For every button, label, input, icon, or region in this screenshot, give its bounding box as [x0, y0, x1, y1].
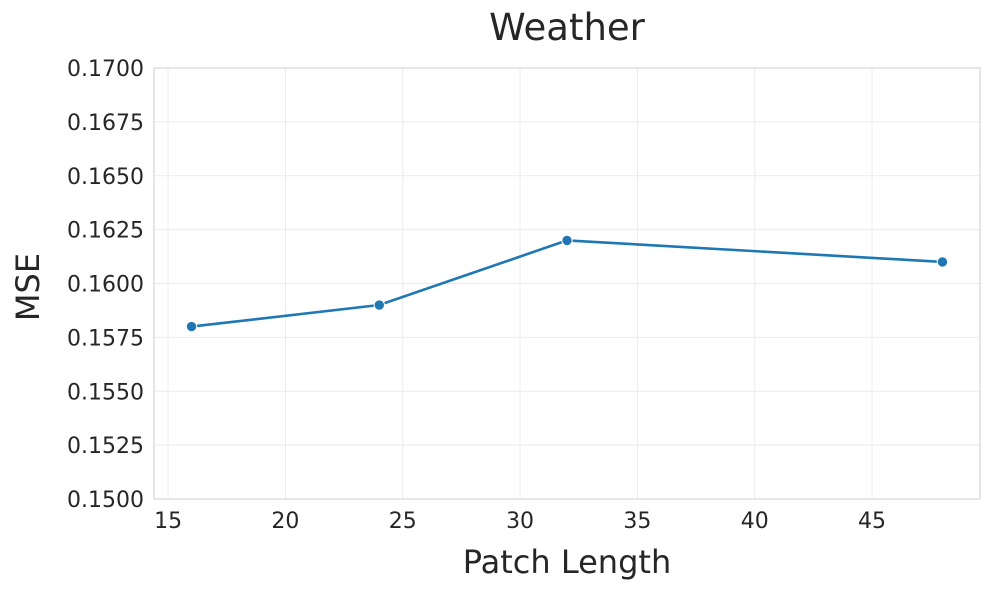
x-tick-label: 45 [858, 509, 886, 534]
x-tick-labels: 15 20 25 30 35 40 45 [154, 509, 886, 534]
x-tick-label: 15 [154, 509, 182, 534]
x-tick-label: 30 [506, 509, 534, 534]
data-point [373, 299, 385, 311]
y-tick-label: 0.1550 [67, 380, 144, 405]
y-tick-label: 0.1650 [67, 165, 144, 190]
y-tick-label: 0.1675 [67, 111, 144, 136]
y-tick-label: 0.1525 [67, 434, 144, 459]
y-tick-label: 0.1700 [67, 57, 144, 82]
y-tick-label: 0.1575 [67, 326, 144, 351]
x-tick-label: 20 [271, 509, 299, 534]
data-point [936, 256, 949, 268]
y-axis-label: MSE [9, 253, 47, 321]
y-tick-label: 0.1500 [67, 488, 144, 513]
y-tick-labels: 0.1500 0.1525 0.1550 0.1575 0.1600 0.1625 0.16… [67, 57, 144, 513]
x-tick-label: 40 [741, 509, 769, 534]
series-line [190, 239, 944, 328]
data-point [561, 234, 573, 247]
data-point [185, 320, 198, 333]
y-tick-label: 0.1600 [67, 273, 144, 298]
plot-frame [153, 67, 981, 500]
y-tick-label: 0.1625 [67, 219, 144, 244]
x-axis-label: Patch Length [463, 543, 671, 581]
x-tick-label: 25 [389, 509, 417, 534]
series-layer [185, 234, 949, 333]
x-tick-label: 35 [623, 509, 651, 534]
chart-title: Weather [489, 6, 646, 49]
